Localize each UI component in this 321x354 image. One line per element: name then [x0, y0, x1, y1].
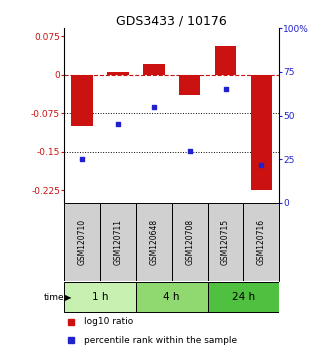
Text: percentile rank within the sample: percentile rank within the sample [83, 336, 237, 345]
Text: time: time [44, 293, 64, 302]
FancyBboxPatch shape [208, 203, 243, 281]
Bar [251, 75, 272, 190]
Text: GSM120708: GSM120708 [185, 219, 194, 265]
Point [259, 162, 264, 167]
Text: GSM120715: GSM120715 [221, 219, 230, 265]
FancyBboxPatch shape [136, 203, 172, 281]
Text: GSM120710: GSM120710 [78, 219, 87, 265]
Point [80, 156, 85, 162]
FancyBboxPatch shape [64, 282, 136, 312]
Text: GSM120711: GSM120711 [113, 219, 123, 265]
Text: log10 ratio: log10 ratio [83, 317, 133, 326]
FancyBboxPatch shape [100, 203, 136, 281]
FancyBboxPatch shape [243, 203, 279, 281]
FancyBboxPatch shape [208, 282, 279, 312]
Text: GSM120648: GSM120648 [149, 219, 158, 265]
Text: GSM120716: GSM120716 [257, 219, 266, 265]
Bar [107, 72, 129, 75]
Point [187, 148, 192, 153]
Point [151, 104, 156, 110]
FancyBboxPatch shape [64, 203, 100, 281]
Text: 24 h: 24 h [232, 292, 255, 302]
Text: 1 h: 1 h [92, 292, 108, 302]
Text: 4 h: 4 h [163, 292, 180, 302]
Text: ▶: ▶ [65, 293, 71, 302]
Point [116, 121, 121, 127]
Point [223, 87, 228, 92]
Bar [179, 75, 200, 95]
FancyBboxPatch shape [136, 282, 208, 312]
FancyBboxPatch shape [172, 203, 208, 281]
Title: GDS3433 / 10176: GDS3433 / 10176 [116, 14, 227, 27]
Bar [143, 64, 165, 75]
Bar [215, 46, 236, 75]
Bar [71, 75, 93, 126]
